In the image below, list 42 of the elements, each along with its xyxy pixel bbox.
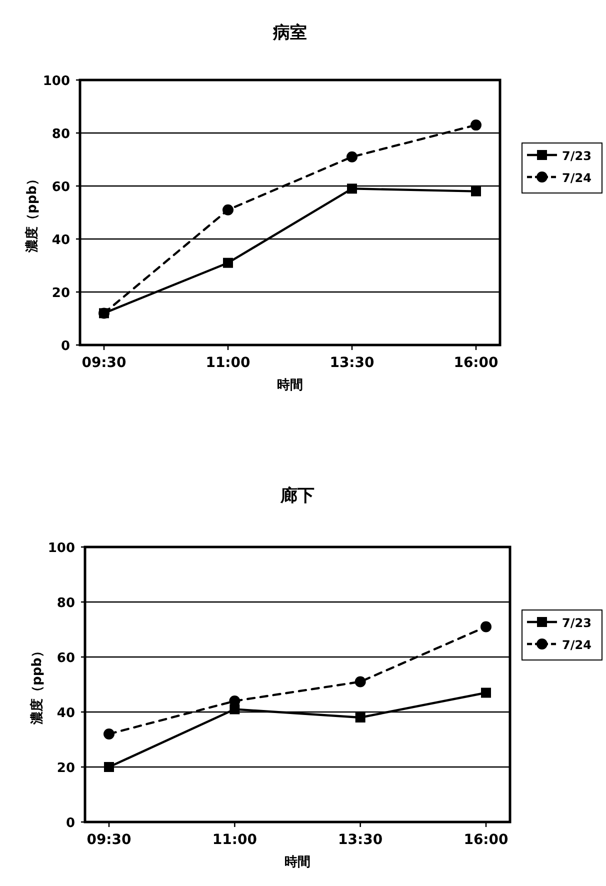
y-tick-label: 100	[42, 74, 70, 89]
x-tick-label: 16:00	[464, 832, 509, 848]
y-tick-label: 0	[66, 816, 75, 831]
point	[481, 688, 491, 698]
y-tick-label: 60	[56, 651, 75, 666]
point	[347, 184, 357, 194]
x-tick-label: 13:30	[338, 832, 383, 848]
point	[470, 120, 482, 131]
x-tick-label: 13:30	[330, 355, 375, 371]
y-tick-label: 60	[52, 180, 70, 195]
y-tick-label: 0	[60, 339, 70, 354]
point	[223, 258, 233, 268]
y-tick-label: 40	[52, 233, 70, 248]
point	[354, 676, 366, 688]
y-axis-title: 濃度（ppb）	[29, 644, 45, 726]
point	[346, 151, 358, 162]
legend-label: 7/24	[562, 171, 592, 185]
legend-label: 7/23	[562, 149, 592, 163]
x-tick-label: 11:00	[212, 832, 258, 848]
y-tick-label: 80	[52, 127, 70, 142]
y-tick-label: 20	[56, 761, 75, 776]
x-axis-title: 時間	[277, 378, 303, 393]
y-tick-label: 80	[56, 596, 75, 611]
legend-label: 7/23	[562, 616, 592, 630]
x-tick-label: 16:00	[454, 355, 499, 371]
y-tick-label: 40	[56, 706, 75, 721]
x-tick-label: 09:30	[82, 355, 127, 371]
point	[480, 621, 492, 632]
x-tick-label: 11:00	[206, 355, 251, 371]
y-tick-label: 100	[48, 541, 75, 556]
point	[222, 204, 234, 216]
chart-title: 廊下	[280, 486, 314, 506]
point	[104, 728, 114, 740]
x-tick-label: 09:30	[86, 832, 132, 848]
y-axis-title: 濃度（ppb）	[24, 172, 40, 254]
legend-label: 7/24	[562, 638, 592, 652]
y-tick-label: 20	[52, 286, 70, 301]
point	[104, 762, 114, 772]
point	[471, 186, 481, 196]
chart-title: 病室	[272, 23, 307, 43]
x-axis-title: 時間	[284, 855, 310, 870]
point	[355, 712, 366, 722]
